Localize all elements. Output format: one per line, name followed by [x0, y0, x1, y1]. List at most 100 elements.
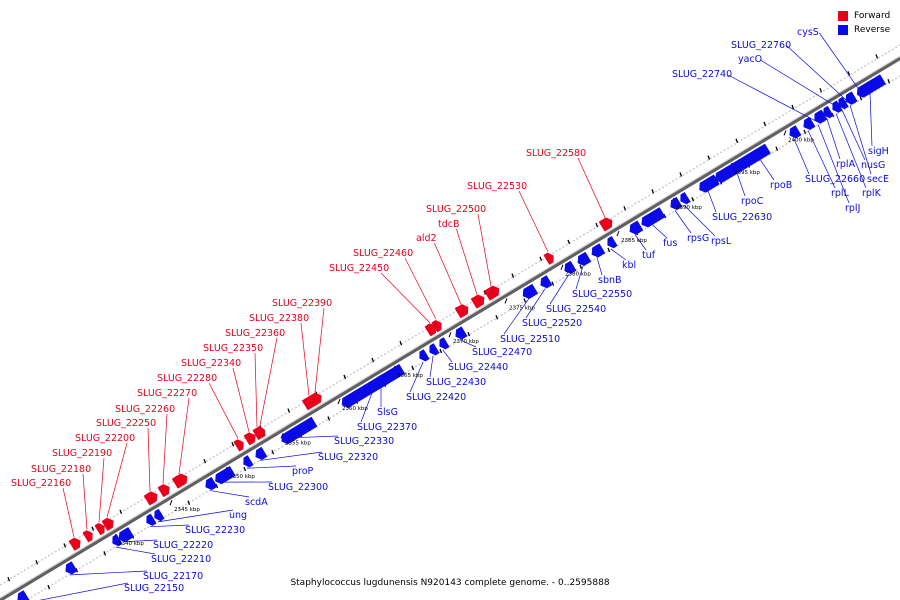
- label-slug-22190: SLUG_22190: [52, 448, 112, 459]
- gene-slug-22210[interactable]: [112, 534, 123, 547]
- legend-forward: Forward: [838, 9, 890, 23]
- scale-label: 2395 kbp: [734, 170, 760, 176]
- gene-slug-22260[interactable]: [157, 484, 170, 498]
- label-slug-22340: SLUG_22340: [181, 358, 241, 369]
- gene-slug-22470[interactable]: [455, 326, 468, 340]
- label-sbnb: sbnB: [598, 275, 622, 286]
- label-slug-22520: SLUG_22520: [522, 318, 582, 329]
- track-tick: [775, 146, 779, 151]
- label-slug-22150: SLUG_22150: [124, 583, 184, 594]
- gene-scda[interactable]: [205, 476, 218, 491]
- gene-slug-22580[interactable]: [598, 217, 613, 232]
- label-slug-22510: SLUG_22510: [500, 334, 560, 345]
- track-tick: [623, 205, 627, 211]
- leader-rpll: [807, 130, 836, 189]
- scale-tick: [448, 332, 452, 338]
- label-slug-22540: SLUG_22540: [546, 304, 606, 315]
- gene-slsg[interactable]: [376, 373, 389, 388]
- gene-slug-22150[interactable]: [17, 590, 30, 600]
- gene-ung[interactable]: [154, 508, 165, 522]
- track-tick: [187, 500, 191, 506]
- track-tick: [467, 331, 471, 337]
- track-tick: [651, 189, 655, 194]
- gene-cyss[interactable]: [860, 83, 871, 96]
- gene-slug-22540[interactable]: [564, 260, 577, 274]
- track-tick: [679, 172, 683, 177]
- label-rpsg: rpsG: [687, 233, 709, 244]
- gene-slug-22740[interactable]: [815, 109, 828, 123]
- leader-fus: [651, 224, 668, 239]
- scale-label: 2380 kbp: [565, 272, 591, 278]
- leader-ald2: [434, 242, 462, 305]
- gene-slug-22250[interactable]: [143, 491, 158, 506]
- gene-slug-22180[interactable]: [82, 530, 93, 543]
- gene-slug-22390[interactable]: [309, 392, 322, 406]
- gene-slug-22510[interactable]: [522, 283, 539, 299]
- gene-kbl[interactable]: [607, 235, 618, 249]
- label-slug-22500: SLUG_22500: [426, 204, 486, 215]
- gene-slug-22660[interactable]: [789, 125, 802, 139]
- gene-slug-22460[interactable]: [431, 320, 442, 333]
- gene-slug-22430[interactable]: [429, 343, 440, 356]
- track-tick: [231, 442, 235, 447]
- gene-rpsl[interactable]: [680, 191, 691, 205]
- gene-ald2[interactable]: [454, 304, 469, 319]
- gene-slug-22550[interactable]: [577, 251, 592, 266]
- track-tick: [287, 408, 291, 413]
- gene-slug-22440[interactable]: [439, 337, 450, 350]
- gene-fus[interactable]: [641, 207, 666, 228]
- gene-slug-22220[interactable]: [118, 527, 135, 543]
- gene-tdcb[interactable]: [470, 294, 485, 309]
- label-yaco: yacO: [738, 54, 762, 65]
- label-slug-22550: SLUG_22550: [572, 289, 632, 300]
- leader-slug-22220: [124, 539, 158, 543]
- label-slug-22170: SLUG_22170: [143, 571, 203, 582]
- gene-slug-22530[interactable]: [543, 252, 554, 265]
- gene-rplk[interactable]: [832, 100, 843, 113]
- gene-rpob[interactable]: [752, 143, 771, 161]
- leader-slug-22170: [69, 570, 148, 576]
- gene-slug-22760[interactable]: [847, 91, 858, 104]
- label-slug-22300: SLUG_22300: [268, 482, 328, 493]
- scale-label: 2385 kbp: [621, 238, 647, 244]
- label-slug-22250: SLUG_22250: [96, 418, 156, 429]
- track-tick: [595, 222, 599, 228]
- reverse-swatch: [838, 25, 848, 35]
- gene-slug-22420[interactable]: [419, 349, 430, 362]
- leader-slug-22160: [62, 487, 75, 538]
- gene-slug-22160[interactable]: [68, 537, 81, 551]
- gene-slug-22500[interactable]: [483, 285, 500, 301]
- gene-slug-22340[interactable]: [243, 432, 256, 446]
- gene-yaco[interactable]: [838, 96, 849, 110]
- leader-rplk: [835, 113, 867, 189]
- gene-slug-22170[interactable]: [65, 561, 78, 575]
- gene-slug-22230[interactable]: [146, 513, 157, 526]
- label-slug-22760: SLUG_22760: [731, 40, 791, 51]
- gene-slug-22280[interactable]: [233, 439, 244, 452]
- scale-label: 2400 kbp: [788, 137, 814, 143]
- gene-sbnb[interactable]: [591, 243, 606, 258]
- leader-slug-22460: [404, 257, 437, 320]
- gene-slug-22320[interactable]: [255, 446, 268, 460]
- label-slug-22220: SLUG_22220: [153, 540, 213, 551]
- gene-slug-22300[interactable]: [215, 465, 236, 485]
- gene-rpoc[interactable]: [715, 149, 762, 183]
- gene-slug-22630[interactable]: [699, 174, 720, 193]
- leader-prop: [246, 465, 297, 469]
- gene-slug-22360[interactable]: [256, 426, 266, 438]
- label-rplk: rplK: [862, 188, 882, 199]
- label-nusg: nusG: [861, 160, 885, 171]
- gene-slug-22270[interactable]: [171, 473, 188, 489]
- gene-rpll[interactable]: [803, 116, 816, 130]
- gene-prop[interactable]: [243, 455, 254, 468]
- gene-rpsg[interactable]: [670, 196, 683, 211]
- gene-slug-22370[interactable]: [341, 363, 406, 408]
- leader-slug-22520: [525, 288, 546, 319]
- gene-slug-22330[interactable]: [281, 416, 318, 445]
- gene-slug-22200[interactable]: [101, 517, 114, 531]
- gene-slug-22190[interactable]: [94, 522, 105, 536]
- leader-slug-22270: [178, 397, 190, 475]
- leader-nusg: [841, 109, 866, 161]
- gene-slug-22520[interactable]: [540, 275, 553, 289]
- gene-tuf[interactable]: [629, 220, 644, 235]
